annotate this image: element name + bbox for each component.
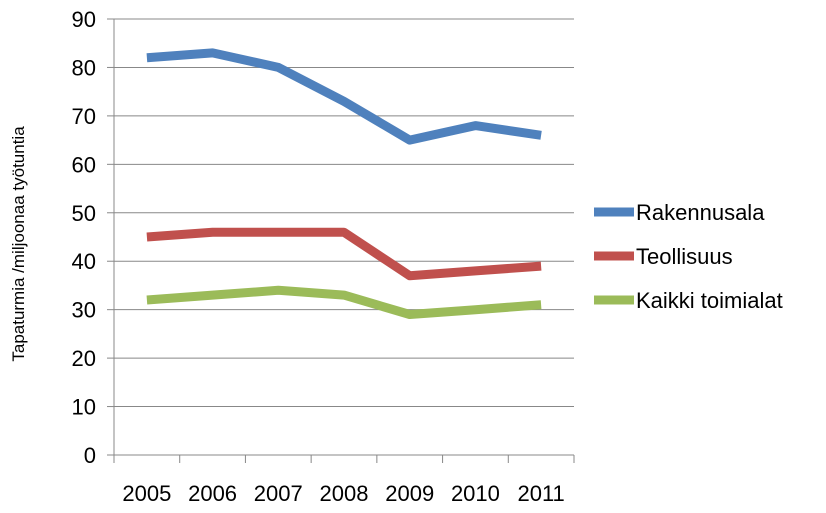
gridlines: [114, 18, 574, 408]
y-tick-label: 60: [72, 152, 96, 177]
x-tick-label: 2008: [320, 481, 369, 506]
legend-label: Kaikki toimialat: [636, 288, 783, 313]
y-tick-label: 10: [72, 395, 96, 420]
legend-label: Teollisuus: [636, 244, 733, 269]
series-line-kaikki-toimialat: [146, 285, 542, 319]
series-line-teollisuus: [146, 227, 542, 281]
legend-item: Kaikki toimialat: [594, 288, 783, 313]
legend-item: Rakennusala: [594, 200, 765, 225]
axes: [107, 18, 575, 463]
x-tick-label: 2009: [385, 481, 434, 506]
x-tick-label: 2011: [517, 481, 564, 506]
x-tick-label: 2006: [188, 481, 237, 506]
y-tick-label: 70: [72, 104, 96, 129]
y-tick-labels: 0 10 20 30 40 50 60 70 80 90: [72, 7, 96, 468]
y-tick-label: 90: [72, 7, 96, 32]
y-tick-label: 30: [72, 298, 96, 323]
x-tick-label: 2007: [254, 481, 303, 506]
y-tick-label: 50: [72, 201, 96, 226]
x-tick-label: 2010: [451, 481, 500, 506]
y-tick-label: 40: [72, 249, 96, 274]
series-line-rakennusala: [146, 48, 542, 145]
y-tick-label: 20: [72, 346, 96, 371]
legend-item: Teollisuus: [594, 244, 733, 269]
x-tick-label: 2005: [122, 481, 171, 506]
y-axis-title: Tapaturmia /miljoonaa työtuntia: [9, 126, 28, 362]
y-tick-label: 80: [72, 55, 96, 80]
legend-label: Rakennusala: [636, 200, 765, 225]
legend: Rakennusala Teollisuus Kaikki toimialat: [594, 200, 783, 313]
series-lines: [146, 48, 542, 319]
x-tick-labels: 2005 2006 2007 2008 2009 2010 2011: [122, 481, 564, 506]
y-tick-label: 0: [84, 443, 96, 468]
